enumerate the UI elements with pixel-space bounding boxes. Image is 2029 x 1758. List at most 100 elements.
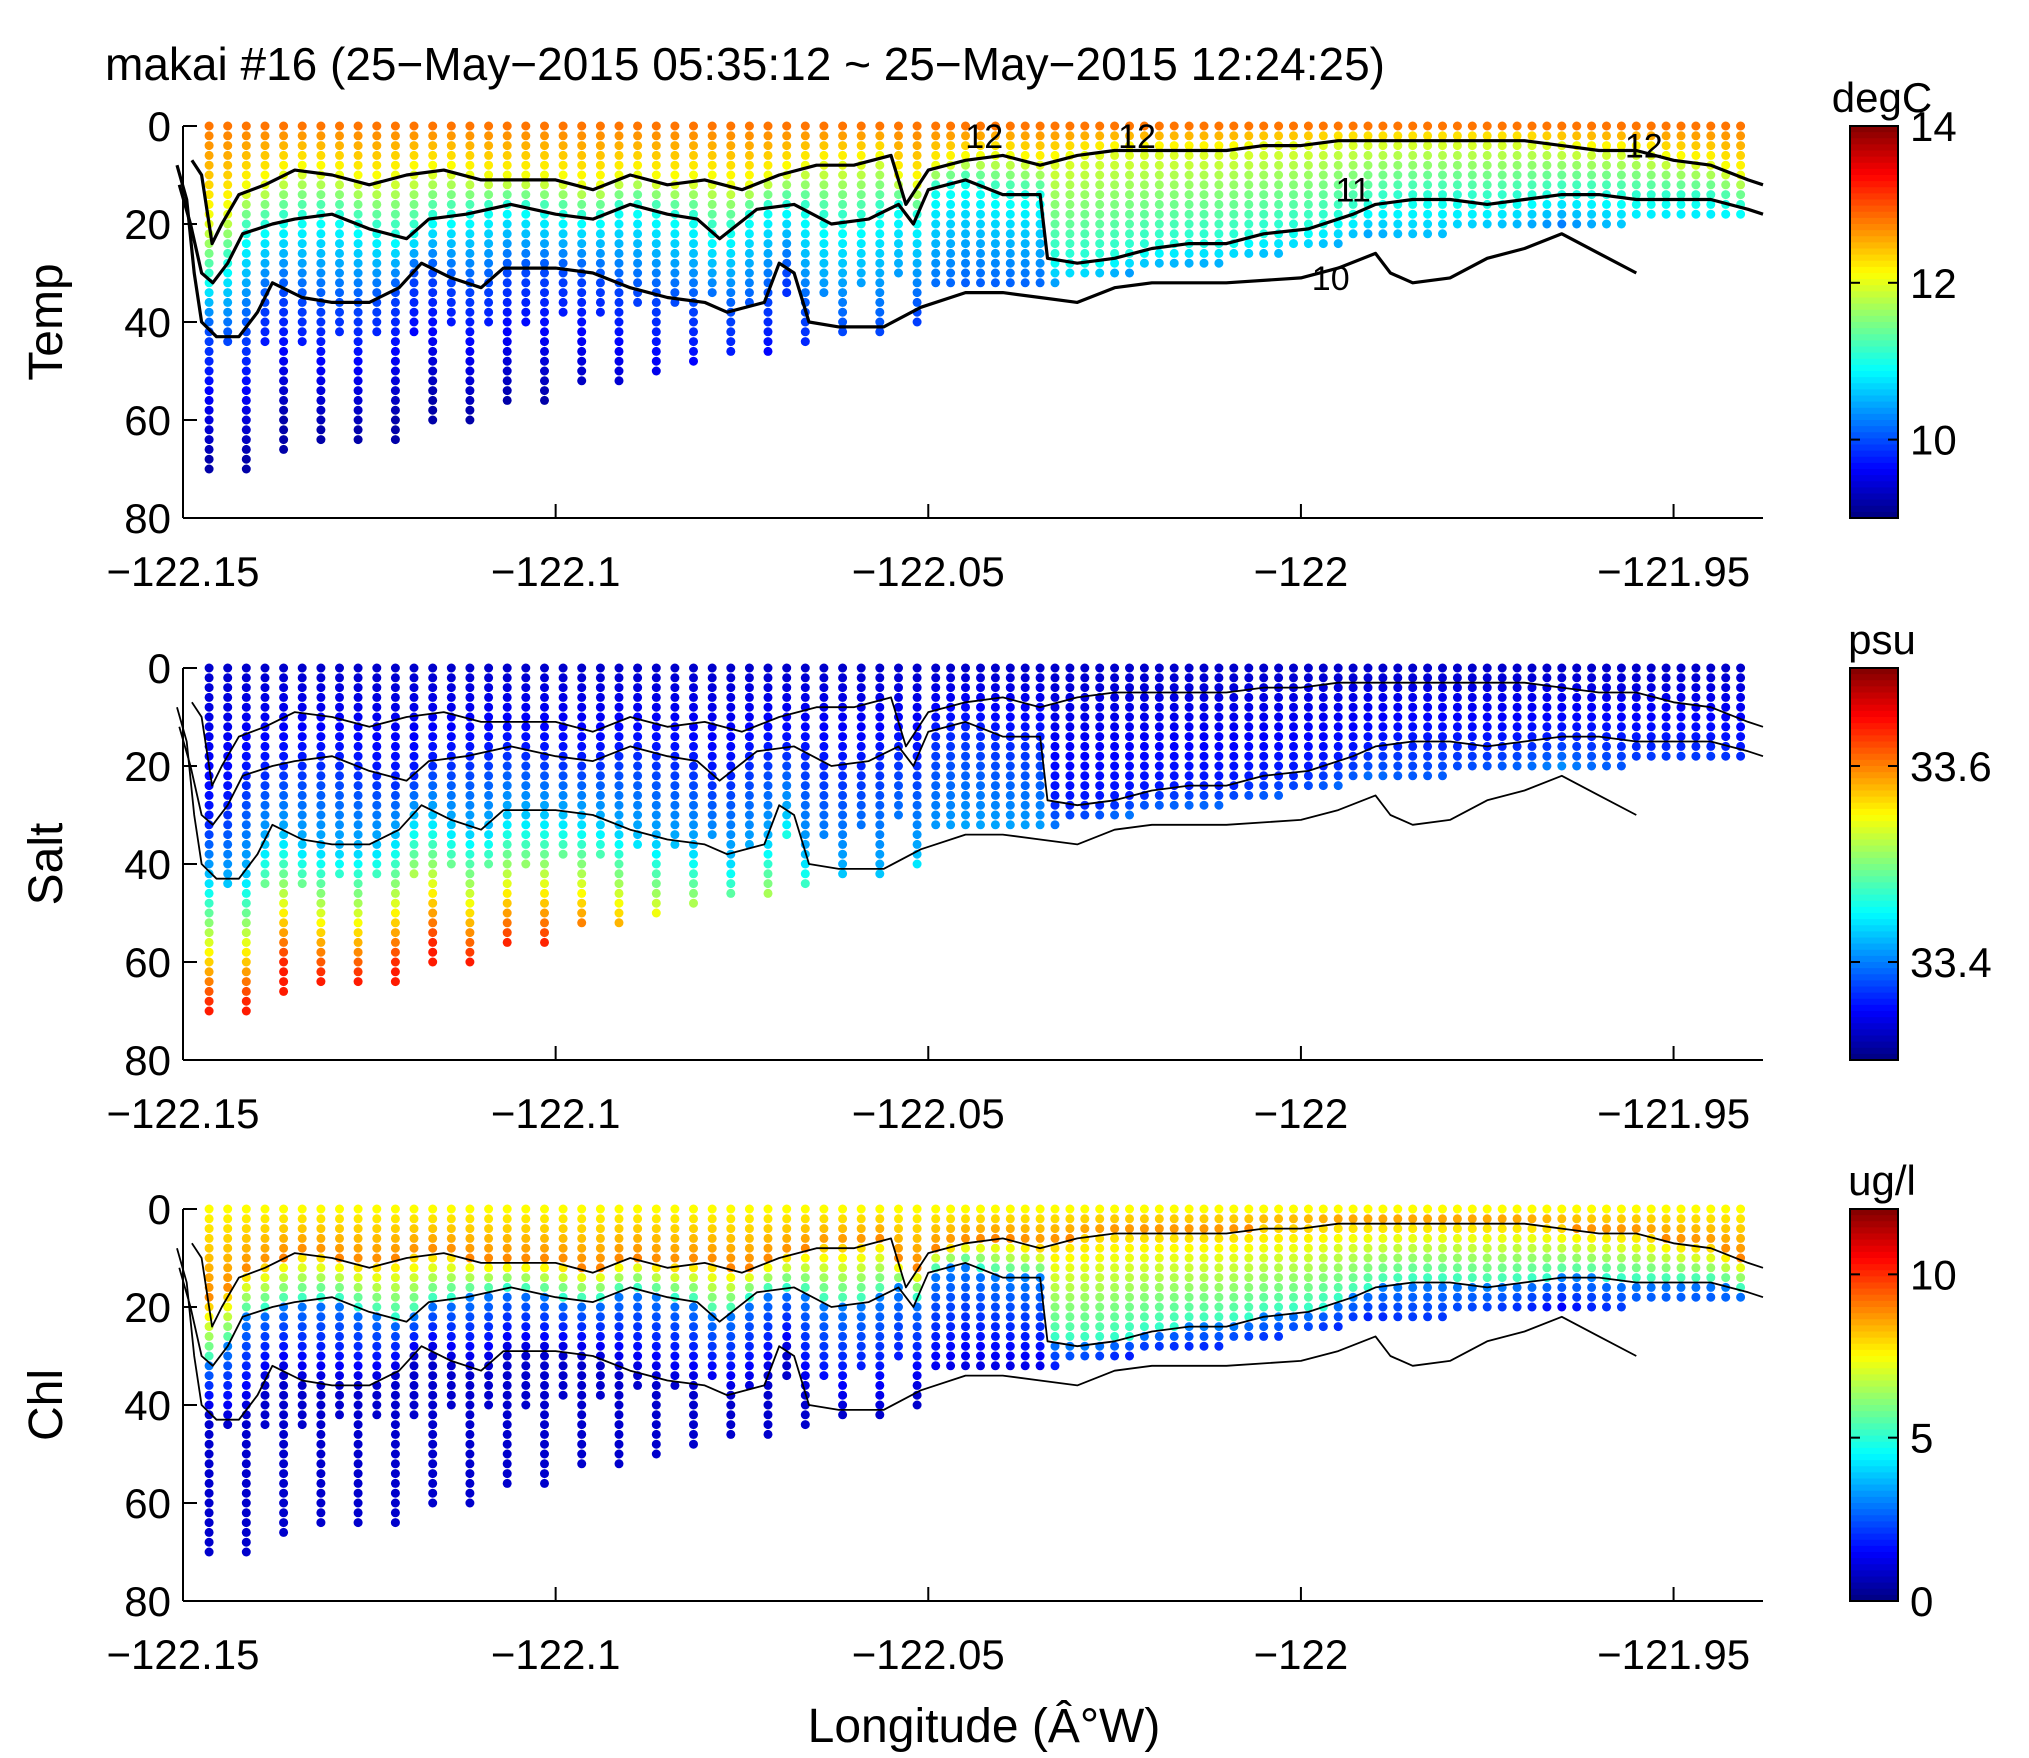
data-point <box>1154 683 1164 693</box>
data-point <box>540 268 549 278</box>
data-point <box>428 1224 438 1234</box>
data-point <box>1035 1224 1045 1234</box>
data-point <box>540 219 549 229</box>
data-point <box>1423 190 1433 200</box>
data-point <box>1154 800 1164 810</box>
data-point <box>1229 248 1239 258</box>
data-point <box>1736 702 1746 712</box>
data-point <box>279 209 289 219</box>
data-point <box>856 1341 866 1351</box>
data-point <box>1661 702 1671 712</box>
data-point <box>223 1214 233 1224</box>
data-point <box>260 141 270 151</box>
colorbar-swatch <box>1850 747 1898 755</box>
data-point <box>1408 1233 1418 1243</box>
data-point <box>1080 1292 1090 1302</box>
data-point <box>875 141 885 151</box>
data-point <box>651 337 661 347</box>
data-point <box>1512 702 1522 712</box>
data-point <box>838 141 848 151</box>
data-point <box>484 150 494 160</box>
data-point <box>875 761 885 771</box>
data-point <box>390 239 400 249</box>
data-point <box>838 131 848 141</box>
data-point <box>1020 751 1030 761</box>
colorbar-swatch <box>1850 1017 1898 1024</box>
data-point <box>912 1253 922 1263</box>
data-point <box>204 977 214 987</box>
data-point <box>465 781 475 791</box>
data-point <box>204 425 214 435</box>
data-point <box>931 781 941 791</box>
data-point <box>1125 732 1134 742</box>
data-point <box>946 741 956 751</box>
data-point <box>1557 170 1567 180</box>
data-point <box>502 1478 512 1488</box>
data-point <box>689 771 698 781</box>
data-point <box>838 1400 848 1410</box>
data-point <box>1080 1351 1090 1361</box>
data-point <box>316 732 326 742</box>
data-point <box>1378 219 1388 229</box>
data-point <box>1616 663 1626 673</box>
data-point <box>763 121 773 131</box>
data-point <box>241 683 251 693</box>
y-tick-label: 20 <box>124 201 171 248</box>
data-point <box>1333 141 1343 151</box>
data-point <box>1214 258 1224 268</box>
data-point <box>819 1263 829 1273</box>
data-point <box>763 771 773 781</box>
data-point <box>1557 741 1567 751</box>
data-point <box>931 1341 941 1351</box>
data-point <box>1020 1243 1030 1253</box>
data-point <box>1080 1282 1090 1292</box>
data-point <box>782 673 792 683</box>
data-point <box>595 219 605 229</box>
data-point <box>204 1439 214 1449</box>
data-point <box>1438 131 1447 141</box>
data-point <box>390 209 400 219</box>
data-point <box>1333 741 1343 751</box>
data-point <box>800 288 810 298</box>
data-point <box>595 1312 605 1322</box>
colorbar-swatch <box>1850 784 1898 792</box>
data-point <box>1184 199 1194 209</box>
data-point <box>540 229 549 239</box>
data-point <box>1512 761 1522 771</box>
data-point <box>1154 170 1164 180</box>
data-point <box>484 800 494 810</box>
contour-line-10 <box>176 706 1637 880</box>
data-point <box>540 170 549 180</box>
data-point <box>614 1302 624 1312</box>
data-point <box>1229 180 1239 190</box>
data-point <box>990 170 1000 180</box>
data-point <box>1050 683 1060 693</box>
data-point <box>540 150 549 160</box>
data-point <box>1184 1243 1194 1253</box>
data-point <box>1274 741 1284 751</box>
data-point <box>1408 170 1418 180</box>
data-point <box>1035 141 1045 151</box>
data-point <box>961 121 970 131</box>
data-point <box>633 121 643 131</box>
data-point <box>223 683 233 693</box>
data-point <box>428 928 438 938</box>
data-point <box>372 307 382 317</box>
data-point <box>1095 741 1105 751</box>
data-point <box>1050 741 1060 751</box>
data-point <box>800 790 810 800</box>
data-point <box>1005 1224 1015 1234</box>
data-point <box>1378 229 1388 239</box>
colorbar-swatch <box>1850 273 1898 280</box>
data-point <box>502 751 512 761</box>
data-point <box>651 741 661 751</box>
data-point <box>946 751 956 761</box>
data-point <box>1020 1302 1030 1312</box>
data-point <box>707 121 717 131</box>
data-point <box>1080 1224 1090 1234</box>
data-point <box>1393 732 1403 742</box>
data-point <box>1154 180 1164 190</box>
data-point <box>614 258 624 268</box>
data-point <box>912 839 922 849</box>
data-point <box>1706 732 1716 742</box>
